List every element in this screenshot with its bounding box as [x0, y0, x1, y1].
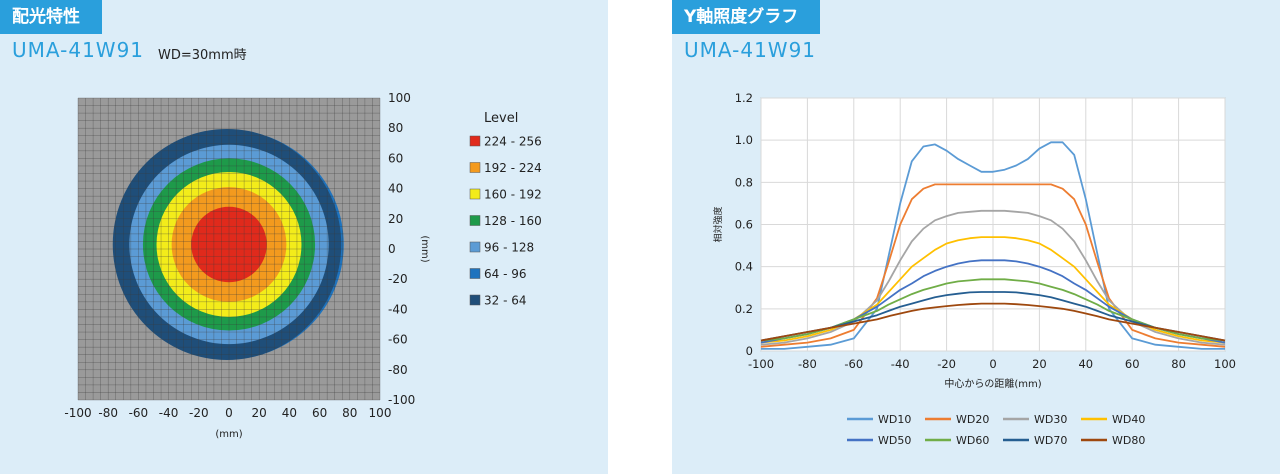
legend-swatch — [469, 188, 481, 200]
series-line-wd60 — [760, 278, 1226, 342]
y-tick-label: 1.2 — [735, 91, 753, 105]
x-tick-label: -100 — [748, 357, 774, 371]
x-tick-label: 0 — [225, 406, 233, 420]
model-name: UMA-41W91 — [684, 38, 817, 62]
series-line-wd30 — [760, 209, 1226, 346]
legend-label: 32 - 64 — [484, 294, 527, 308]
y-tick-label: 60 — [388, 151, 403, 165]
x-axis-label: 中心からの距離(mm) — [944, 377, 1041, 390]
y-tick-label: 0.8 — [735, 175, 753, 189]
y-tick-label: -40 — [388, 302, 408, 316]
x-tick-label: 0 — [989, 357, 996, 371]
legend-swatch — [469, 135, 481, 147]
y-tick-label: 20 — [388, 212, 403, 226]
series-line-wd40 — [760, 236, 1226, 344]
x-tick-label: 80 — [1171, 357, 1186, 371]
x-tick-label: 20 — [252, 406, 267, 420]
x-tick-label: 60 — [1125, 357, 1140, 371]
y-tick-label: 0.6 — [735, 218, 753, 232]
legend-label: WD30 — [1034, 413, 1067, 426]
x-tick-label: -40 — [159, 406, 179, 420]
legend-label: 224 - 256 — [484, 135, 542, 149]
y-tick-label: 40 — [388, 182, 403, 196]
y-tick-label: 100 — [388, 91, 411, 105]
legend-label: WD50 — [878, 434, 911, 447]
series-line-wd50 — [760, 259, 1226, 344]
legend-label: WD10 — [878, 413, 911, 426]
illuminance-line-chart: -100 -80 -60 -40 -20 0 20 40 60 80 100 0 0.2 0.4 0.6 0.… — [712, 91, 1236, 447]
legend-label: 96 - 128 — [484, 241, 534, 255]
legend-label: WD40 — [1112, 413, 1145, 426]
x-tick-label: 60 — [312, 406, 327, 420]
working-distance-note: WD=30mm時 — [158, 48, 247, 63]
x-tick-label: 80 — [342, 406, 357, 420]
series-line-wd80 — [760, 302, 1226, 342]
series-line-wd20 — [760, 183, 1226, 348]
y-tick-label: -60 — [388, 333, 408, 347]
x-tick-label: -20 — [189, 406, 209, 420]
legend-title: Level — [484, 111, 518, 126]
x-tick-label: -60 — [129, 406, 149, 420]
x-tick-label: -20 — [937, 357, 956, 371]
y-tick-label: 0 — [746, 344, 753, 358]
legend-swatch — [469, 241, 481, 253]
x-tick-label: -80 — [98, 406, 118, 420]
y-axis-illuminance-panel: Y軸照度グラフ UMA-41W91 -100 -80 -60 -40 -20 0 20 40 6… — [672, 0, 1280, 474]
x-tick-label: 40 — [282, 406, 297, 420]
legend-label: 64 - 96 — [484, 267, 527, 281]
x-tick-label: -100 — [64, 406, 91, 420]
x-tick-label: -60 — [844, 357, 863, 371]
legend-label: 160 - 192 — [484, 188, 542, 202]
x-axis-label: (mm) — [215, 429, 242, 440]
y-tick-label: 80 — [388, 121, 403, 135]
legend-swatch — [469, 294, 481, 306]
x-tick-label: -80 — [798, 357, 817, 371]
x-tick-label: 100 — [1214, 357, 1236, 371]
heatmap-grid — [77, 97, 381, 401]
legend-label: WD60 — [956, 434, 989, 447]
x-tick-label: 20 — [1032, 357, 1047, 371]
y-tick-label: 0.4 — [735, 260, 753, 274]
legend-label: WD70 — [1034, 434, 1067, 447]
legend-swatch — [469, 268, 481, 279]
distribution-heatmap: -100 -80 -60 -40 -20 0 20 40 60 80 100 100 80 60 40 20 0… — [64, 91, 542, 440]
x-tick-label: 40 — [1078, 357, 1093, 371]
legend-swatch — [469, 162, 481, 173]
legend-swatch — [469, 215, 481, 226]
light-distribution-panel: 配光特性 UMA-41W91 WD=30mm時 -100 -80 -60 -40 -20… — [0, 0, 608, 474]
legend-label: WD20 — [956, 413, 989, 426]
y-axis-label: 相対強度 — [712, 206, 724, 242]
y-tick-label: -100 — [388, 393, 415, 407]
y-axis-label: (mm) — [419, 235, 430, 262]
y-tick-label: -80 — [388, 363, 408, 377]
section-tag: 配光特性 — [0, 0, 102, 34]
y-tick-label: -20 — [388, 272, 408, 286]
y-tick-label: 0.2 — [735, 302, 753, 316]
legend-label: WD80 — [1112, 434, 1145, 447]
model-name: UMA-41W91 — [12, 38, 145, 62]
x-tick-label: 100 — [369, 406, 392, 420]
series-line-wd10 — [761, 141, 1225, 350]
legend-label: 128 - 160 — [484, 214, 542, 228]
y-tick-label: 1.0 — [735, 133, 753, 147]
x-tick-label: -40 — [891, 357, 910, 371]
y-tick-label: 0 — [388, 242, 396, 256]
series-line-wd70 — [760, 291, 1226, 342]
legend-label: 192 - 224 — [484, 161, 542, 175]
section-tag: Y軸照度グラフ — [672, 0, 821, 34]
